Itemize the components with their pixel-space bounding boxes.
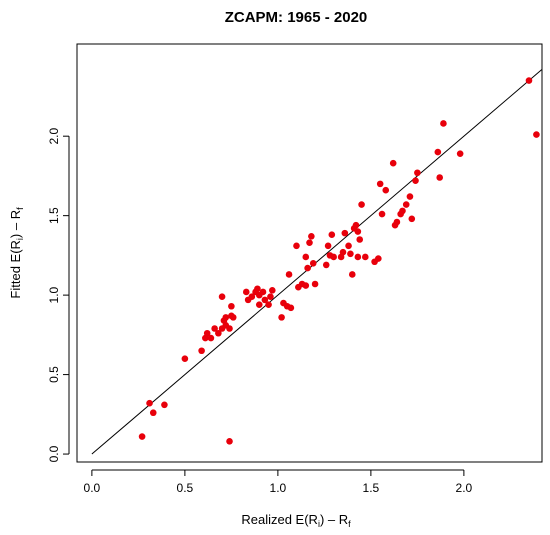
- y-tick-label-0: 0.0: [47, 445, 61, 462]
- plot-area: [91, 69, 543, 455]
- x-tick-label-0: 0.0: [84, 481, 101, 495]
- x-axis-label: Realized E(Ri) – Rf: [241, 512, 351, 529]
- data-point-79: [412, 177, 419, 184]
- data-point-77: [406, 193, 414, 200]
- data-point-86: [533, 131, 540, 138]
- data-point-2: [149, 409, 157, 417]
- data-point-27: [255, 301, 263, 308]
- data-point-52: [330, 253, 337, 261]
- data-point-55: [341, 229, 349, 237]
- data-point-31: [267, 293, 274, 301]
- data-point-44: [306, 239, 313, 246]
- data-point-37: [287, 304, 295, 312]
- data-point-54: [339, 248, 347, 256]
- data-point-43: [304, 264, 311, 272]
- data-point-48: [322, 261, 330, 269]
- x-tick-label-2: 1.0: [270, 481, 287, 495]
- data-point-9: [211, 325, 218, 332]
- data-point-3: [161, 401, 168, 409]
- data-point-67: [375, 255, 382, 262]
- data-point-78: [408, 215, 416, 223]
- data-point-21: [242, 288, 250, 296]
- data-point-32: [269, 287, 276, 294]
- data-point-76: [402, 201, 410, 208]
- data-point-60: [352, 221, 360, 229]
- data-point-69: [378, 210, 386, 218]
- data-point-33: [278, 314, 285, 321]
- data-point-83: [440, 120, 447, 127]
- data-point-10: [215, 329, 222, 337]
- y-axis-label: Fitted E(Ri) – Rf: [8, 207, 25, 299]
- data-point-0: [138, 433, 146, 440]
- data-point-12: [218, 293, 226, 301]
- data-point-80: [414, 169, 421, 177]
- data-point-71: [389, 159, 397, 167]
- y-tick-label-3: 1.5: [47, 207, 61, 224]
- data-point-81: [434, 148, 442, 156]
- data-point-75: [399, 207, 406, 215]
- data-point-46: [309, 260, 317, 267]
- data-point-8: [207, 334, 215, 342]
- data-point-84: [456, 150, 464, 157]
- data-point-73: [393, 218, 401, 226]
- y-tick-label-2: 1.0: [47, 286, 61, 303]
- data-point-28: [259, 288, 267, 296]
- y-tick-label-1: 0.5: [47, 366, 61, 383]
- x-tick-label-3: 1.5: [363, 481, 380, 495]
- data-point-7: [203, 329, 211, 337]
- data-point-70: [382, 186, 390, 194]
- data-point-16: [226, 325, 233, 332]
- data-point-29: [261, 296, 269, 304]
- data-point-82: [436, 174, 444, 181]
- data-point-68: [376, 180, 384, 188]
- data-point-65: [362, 253, 369, 261]
- plot-area-border: [76, 43, 543, 463]
- data-point-63: [356, 236, 364, 243]
- x-axis: 0.0 0.5 1.0 1.5 2.0: [84, 469, 473, 495]
- reference-line-45-degree: [91, 69, 543, 455]
- data-point-20: [229, 314, 237, 321]
- data-point-38: [293, 242, 300, 250]
- data-point-36: [285, 271, 293, 278]
- data-point-45: [308, 233, 315, 240]
- x-tick-label-4: 2.0: [456, 481, 473, 495]
- data-point-85: [525, 77, 533, 84]
- data-point-47: [311, 280, 319, 288]
- data-point-5: [198, 347, 205, 355]
- y-tick-label-4: 2.0: [47, 128, 61, 145]
- data-point-4: [181, 355, 189, 362]
- data-point-25: [254, 285, 261, 293]
- data-point-23: [248, 293, 256, 301]
- x-tick-label-1: 0.5: [177, 481, 194, 495]
- data-point-41: [302, 282, 310, 289]
- data-point-30: [265, 301, 272, 308]
- data-point-1: [146, 399, 153, 407]
- data-point-61: [354, 228, 362, 235]
- data-point-58: [348, 271, 356, 278]
- data-point-49: [324, 242, 332, 250]
- data-point-57: [347, 250, 354, 258]
- data-point-51: [328, 231, 336, 239]
- data-point-14: [222, 314, 230, 321]
- data-point-18: [228, 302, 235, 310]
- data-point-42: [302, 253, 310, 261]
- data-points: [138, 77, 540, 445]
- data-point-64: [358, 201, 365, 208]
- data-point-62: [354, 253, 362, 261]
- data-point-56: [345, 242, 352, 250]
- data-point-19: [226, 438, 233, 445]
- y-axis: 0.0 0.5 1.0 1.5 2.0: [47, 128, 70, 462]
- chart-title: ZCAPM: 1965 - 2020: [225, 9, 368, 26]
